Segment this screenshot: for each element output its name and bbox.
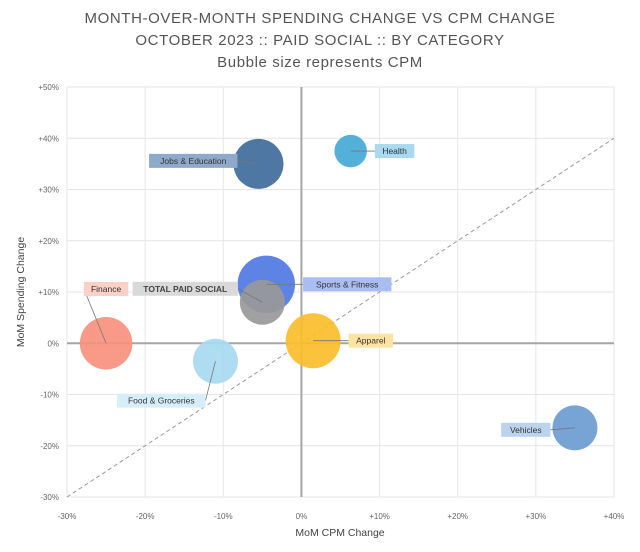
label-food-groceries: Food & Groceries [128, 396, 195, 406]
x-tick-label: -10% [214, 512, 233, 521]
y-tick-label: +10% [38, 288, 59, 297]
label-vehicles: Vehicles [510, 425, 542, 435]
x-tick-label: +40% [604, 512, 625, 521]
y-tick-label: -10% [40, 391, 59, 400]
label-apparel: Apparel [356, 336, 385, 346]
leader-line [550, 427, 575, 431]
leader-line [205, 361, 216, 401]
x-tick-label: +20% [447, 512, 468, 521]
y-axis-label: MoM Spending Change [15, 237, 27, 347]
x-tick-label: +30% [526, 512, 547, 521]
label-sports-fitness: Sports & Fitness [316, 279, 378, 289]
y-tick-label: +20% [38, 237, 59, 246]
tick-labels: -30% -20% -10% 0% +10% +20% +30% +40% -30% -20% -1… [38, 83, 624, 521]
label-box-jobs-education [149, 153, 238, 168]
label-total-paid-social: TOTAL PAID SOCIAL [143, 284, 227, 294]
label-box-apparel [348, 333, 393, 348]
y-tick-label: +40% [38, 134, 59, 143]
y-tick-label: -30% [40, 493, 59, 502]
label-finance: Finance [91, 284, 122, 294]
bubbles [79, 134, 598, 451]
y-tick-label: -20% [40, 442, 59, 451]
bubble-labels: Jobs & Education Health Sports & Fitness TO… [83, 144, 575, 437]
y-tick-label: 0% [47, 339, 59, 348]
label-box-vehicles [501, 422, 551, 437]
chart-subtitle: OCTOBER 2023 :: PAID SOCIAL :: BY CATEGO… [135, 32, 505, 49]
chart-note: Bubble size represents CPM [217, 54, 423, 71]
y-tick-label: +50% [38, 83, 59, 92]
diagonal-reference-line [66, 137, 615, 498]
label-box-health [374, 144, 415, 159]
label-box-sports-fitness [303, 277, 392, 292]
x-tick-label: +10% [369, 512, 390, 521]
x-axis-label: MoM CPM Change [295, 527, 384, 539]
leader-line [237, 288, 263, 303]
x-tick-label: -30% [58, 512, 77, 521]
chart-title: MONTH-OVER-MONTH SPENDING CHANGE VS CPM … [84, 10, 556, 27]
label-box-finance [83, 282, 129, 296]
x-tick-label: 0% [296, 512, 308, 521]
label-jobs-education: Jobs & Education [160, 156, 226, 166]
label-health: Health [382, 146, 407, 156]
leader-line [237, 160, 259, 165]
x-tick-label: -20% [136, 512, 155, 521]
y-tick-label: +30% [38, 186, 59, 195]
label-box-total-paid-social [132, 281, 238, 296]
label-box-food-groceries [117, 393, 206, 408]
leader-line [83, 288, 107, 344]
chart-title-block: MONTH-OVER-MONTH SPENDING CHANGE VS CPM … [0, 8, 640, 74]
